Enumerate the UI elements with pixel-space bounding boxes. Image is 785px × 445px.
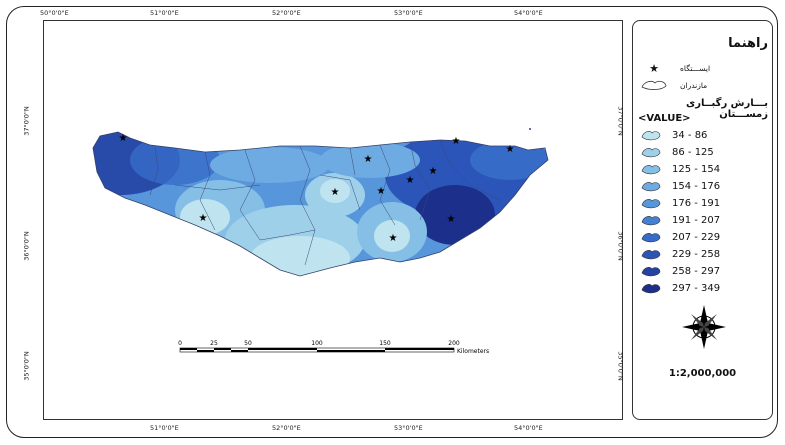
station-star: ★ (199, 213, 208, 224)
legend-class-row: 258 - 297 (640, 264, 720, 279)
station-star: ★ (447, 214, 456, 225)
legend-swatch (641, 182, 661, 192)
station-star-icon: ★ (649, 62, 659, 75)
legend-swatch (641, 284, 661, 294)
legend-station-label: ایســـتگاه (680, 64, 711, 73)
legend-class-row: 176 - 191 (640, 196, 720, 211)
legend-class-label: 86 - 125 (672, 147, 714, 158)
legend-swatch (641, 233, 661, 243)
legend-class-label: 207 - 229 (672, 232, 721, 243)
scale-tick-label: 100 (311, 340, 323, 347)
legend-station-row: ★ ایســـتگاه (640, 62, 710, 75)
scale-unit-label: Kilometers (457, 348, 489, 355)
province-shape-icon (641, 80, 667, 90)
station-star: ★ (331, 187, 340, 198)
station-star: ★ (119, 133, 128, 144)
legend-value-label: <VALUE> (638, 113, 691, 124)
legend-class-row: 125 - 154 (640, 162, 720, 177)
legend-class-row: 154 - 176 (640, 179, 720, 194)
bottom-coord-label: 53°0'0"E (394, 424, 423, 432)
legend-swatch (641, 267, 661, 277)
top-coord-label: 52°0'0"E (272, 9, 301, 17)
province-outline (92, 131, 549, 277)
legend-rain-title: بـــارش رگبــاری زمســـتان (686, 98, 768, 120)
legend-class-label: 176 - 191 (672, 198, 721, 209)
bottom-coord-label: 52°0'0"E (272, 424, 301, 432)
legend-title: راهنما (728, 36, 768, 51)
legend-class-row: 207 - 229 (640, 230, 720, 245)
station-star: ★ (452, 136, 461, 147)
outer-frame (6, 6, 778, 438)
legend-class-row: 86 - 125 (640, 145, 714, 160)
legend-swatch (641, 250, 661, 260)
scale-tick-label: 0 (178, 340, 182, 347)
legend-swatch (641, 148, 661, 158)
rainfall-surface (93, 132, 548, 276)
scale-ratio: 1:2,000,000 (668, 368, 737, 379)
legend-class-label: 34 - 86 (672, 130, 708, 141)
north-arrow-icon (682, 305, 726, 349)
station-star: ★ (364, 154, 373, 165)
legend-class-label: 229 - 258 (672, 249, 721, 260)
station-star: ★ (377, 186, 386, 197)
bottom-coord-label: 51°0'0"E (150, 424, 179, 432)
scale-tick-label: 50 (244, 340, 252, 347)
top-coord-label: 51°0'0"E (150, 9, 179, 17)
legend-class-label: 125 - 154 (672, 164, 721, 175)
station-star: ★ (406, 175, 415, 186)
legend-class-row: 34 - 86 (640, 128, 707, 143)
legend-class-label: 258 - 297 (672, 266, 721, 277)
legend-swatch (641, 165, 661, 175)
scale-bar (179, 347, 455, 353)
legend-province-label: مازندران (680, 80, 708, 90)
station-markers: ★ ★ ★ ★ ★ ★ ★ ★ ★ ★ ★ (119, 133, 515, 244)
county-borders (149, 139, 501, 266)
bottom-coord-label: 54°0'0"E (514, 424, 543, 432)
legend-province-row: مازندران (640, 78, 707, 92)
scale-tick-label: 25 (210, 340, 218, 347)
legend-class-label: 191 - 207 (672, 215, 721, 226)
legend-swatch (641, 199, 661, 209)
legend-class-row: 229 - 258 (640, 247, 720, 262)
legend-class-label: 154 - 176 (672, 181, 721, 192)
legend-class-label: 297 - 349 (672, 283, 721, 294)
scale-tick-label: 150 (379, 340, 391, 347)
top-coord-label: 54°0'0"E (514, 9, 543, 17)
island-dot (529, 128, 531, 130)
legend-class-row: 297 - 349 (640, 281, 720, 296)
station-star: ★ (506, 144, 515, 155)
legend-swatch (641, 131, 661, 141)
top-coord-label: 53°0'0"E (394, 9, 423, 17)
top-coord-label: 50°0'0"E (40, 9, 69, 17)
station-star: ★ (429, 166, 438, 177)
scale-tick-label: 200 (448, 340, 460, 347)
map-frame (43, 20, 623, 420)
legend-swatch (641, 216, 661, 226)
legend-class-row: 191 - 207 (640, 213, 720, 228)
station-star: ★ (389, 233, 398, 244)
